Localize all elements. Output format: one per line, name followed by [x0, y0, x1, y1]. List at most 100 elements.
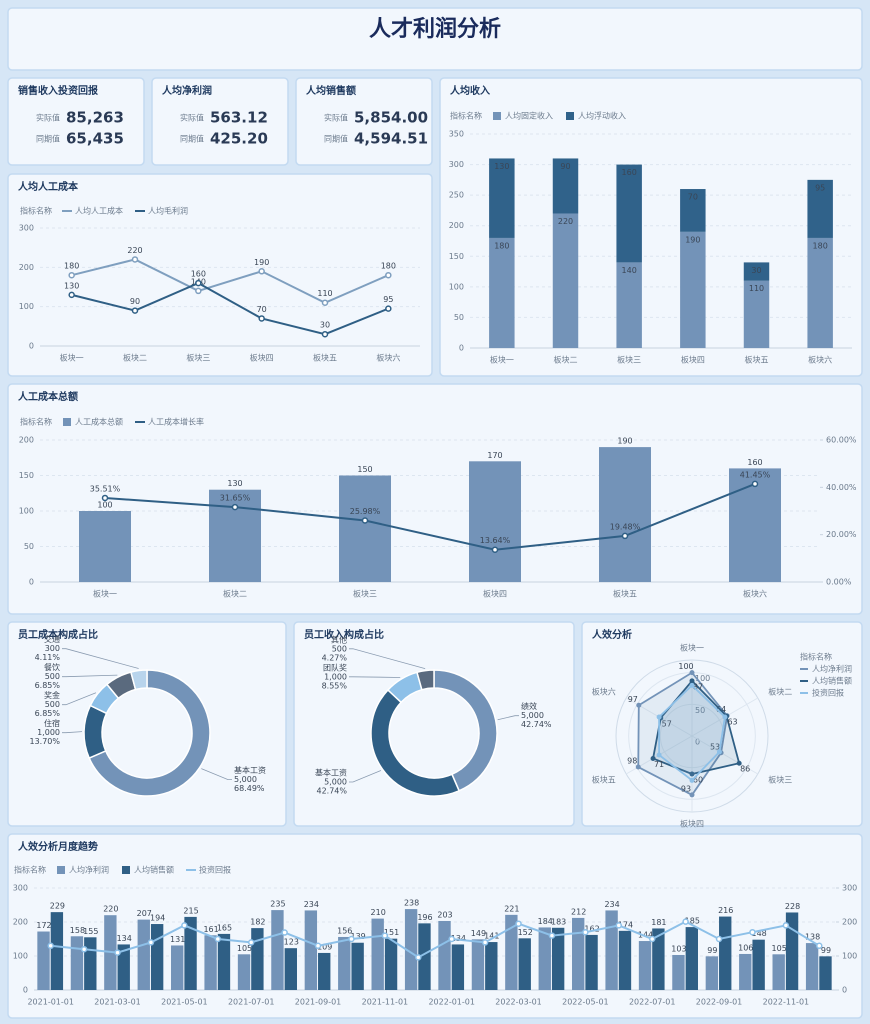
bar: [489, 158, 515, 238]
data-label: 19.48%: [610, 522, 641, 531]
radar-spoke: [691, 735, 759, 775]
data-label: 141: [484, 932, 499, 941]
data-label: 134: [451, 934, 466, 943]
data-label: 220: [103, 905, 118, 914]
data-label: 13.64%: [480, 536, 511, 545]
x-tick-label: 2022-01-01: [428, 998, 475, 1007]
data-label: 190: [254, 258, 269, 267]
y-tick-label: 0: [459, 344, 464, 353]
radar-point: [635, 764, 641, 770]
radar-axis-label: 板块一: [680, 643, 704, 653]
data-label: 97: [628, 695, 638, 704]
data-label: 165: [217, 923, 232, 932]
point: [448, 935, 455, 943]
slice-percent: 4.27%: [322, 653, 348, 662]
chart-title: 人效分析: [592, 628, 632, 641]
point: [47, 942, 54, 950]
data-label: 185: [685, 917, 700, 926]
slice-percent: 6.85%: [35, 709, 61, 718]
x-tick-label: 板块二: [123, 353, 147, 363]
point: [321, 299, 329, 306]
donut-slice: [433, 669, 498, 792]
legend-title: 指标名称: [20, 206, 52, 216]
data-label: 156: [337, 926, 352, 935]
point: [361, 517, 369, 524]
kpi-title: 销售收入投资回报: [18, 84, 98, 97]
data-label: 87: [693, 682, 703, 691]
bar: [705, 956, 719, 990]
legend-label: 人工成本增长率: [148, 417, 204, 427]
page-title: 人才利润分析: [369, 16, 501, 42]
x-tick-label: 板块五: [613, 589, 637, 599]
chart-title: 员工收入构成占比: [304, 628, 384, 641]
data-label: 180: [381, 262, 396, 271]
slice-name: 交通: [44, 634, 60, 644]
y-tick-label: 0: [23, 986, 28, 995]
data-label: 95: [383, 295, 393, 304]
point: [258, 268, 265, 275]
data-label: 148: [752, 929, 767, 938]
point: [80, 945, 88, 953]
x-tick-label: 板块六: [808, 355, 832, 365]
radar-axis-label: 板块五: [592, 775, 616, 785]
kpi-label: 实际值: [36, 113, 60, 123]
bar: [680, 189, 706, 232]
slice-value: 500: [332, 644, 347, 653]
radar-point: [716, 749, 722, 755]
panel: [151, 77, 289, 166]
point: [385, 305, 392, 312]
slice-value: 1,000: [37, 728, 60, 737]
bar: [680, 231, 706, 348]
y-tick-label: 250: [449, 191, 464, 200]
x-tick-label: 板块一: [60, 353, 84, 363]
y-tick-label: 50: [24, 542, 34, 551]
data-label: 180: [494, 241, 509, 250]
data-label: 98: [627, 757, 637, 766]
y2-tick-label: 0.00%: [826, 578, 852, 587]
panel: [295, 77, 433, 166]
bar: [117, 944, 130, 990]
data-label: 57: [662, 719, 672, 728]
kpi-label: 同期值: [324, 134, 348, 144]
data-label: 228: [785, 902, 800, 911]
data-label: 220: [127, 246, 142, 255]
donut-slice: [129, 669, 148, 691]
data-label: 229: [50, 902, 65, 911]
data-label: 158: [70, 926, 85, 935]
legend-swatch: [63, 418, 71, 426]
point: [515, 920, 522, 927]
kpi-title: 人均销售额: [306, 84, 356, 97]
kpi-label: 实际值: [180, 113, 204, 123]
data-label: 130: [227, 479, 242, 488]
bar: [652, 928, 665, 990]
slice-percent: 8.55%: [322, 681, 348, 690]
bar: [384, 938, 398, 990]
data-label: 86: [740, 765, 750, 774]
kpi-value: 425.20: [210, 130, 268, 148]
y-tick-label: 350: [449, 130, 464, 139]
y-tick-label: 100: [13, 952, 28, 961]
data-label: 106: [738, 943, 753, 952]
slice-value: 5,000: [324, 778, 347, 787]
data-label: 149: [471, 929, 486, 938]
point: [415, 954, 422, 961]
data-label: 60: [693, 776, 703, 785]
point: [68, 291, 75, 299]
x-tick-label: 2021-05-01: [161, 998, 208, 1007]
slice-name: 其他: [331, 634, 347, 644]
point: [715, 935, 723, 943]
data-label: 234: [604, 900, 619, 909]
data-label: 130: [64, 281, 79, 290]
x-tick-label: 2021-01-01: [27, 998, 74, 1007]
radar-point: [656, 714, 662, 720]
x-tick-label: 板块二: [554, 355, 578, 365]
legend-label: 投资回报: [199, 865, 231, 875]
data-label: 130: [494, 162, 509, 171]
bar: [489, 237, 515, 348]
point: [751, 480, 759, 488]
data-label: 99: [707, 946, 717, 955]
y2-tick-label: 20.00%: [826, 530, 857, 539]
bar: [70, 936, 84, 990]
x-tick-label: 板块四: [250, 353, 274, 363]
data-label: 138: [805, 933, 820, 942]
